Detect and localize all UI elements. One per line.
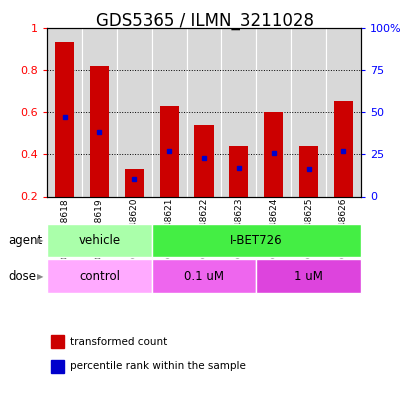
Text: transformed count: transformed count <box>70 337 166 347</box>
Bar <box>47 259 151 293</box>
Text: 1 uM: 1 uM <box>293 270 322 283</box>
Bar <box>47 224 151 257</box>
Text: 0.1 uM: 0.1 uM <box>184 270 223 283</box>
Bar <box>151 28 186 196</box>
Text: percentile rank within the sample: percentile rank within the sample <box>70 362 245 371</box>
Bar <box>263 112 283 196</box>
Bar <box>159 106 178 196</box>
Bar <box>333 101 352 196</box>
Text: control: control <box>79 270 120 283</box>
Text: dose: dose <box>8 270 36 283</box>
Bar <box>51 335 64 349</box>
Bar <box>82 28 117 196</box>
Bar <box>124 169 144 196</box>
Bar <box>47 28 82 196</box>
Bar <box>186 28 221 196</box>
Bar <box>221 28 256 196</box>
Bar <box>256 259 360 293</box>
Bar <box>229 146 248 196</box>
Bar <box>194 125 213 196</box>
Bar <box>298 146 317 196</box>
Text: ▶: ▶ <box>37 236 43 245</box>
Bar <box>90 66 109 196</box>
Bar <box>256 28 290 196</box>
Bar <box>151 259 256 293</box>
Text: I-BET726: I-BET726 <box>229 234 282 247</box>
Bar <box>51 360 64 373</box>
Bar <box>325 28 360 196</box>
Text: GDS5365 / ILMN_3211028: GDS5365 / ILMN_3211028 <box>96 12 313 30</box>
Text: ▶: ▶ <box>37 272 43 281</box>
Bar <box>55 42 74 196</box>
Bar <box>290 28 325 196</box>
Text: agent: agent <box>8 234 43 247</box>
Bar <box>151 224 360 257</box>
Bar <box>117 28 151 196</box>
Text: vehicle: vehicle <box>78 234 120 247</box>
